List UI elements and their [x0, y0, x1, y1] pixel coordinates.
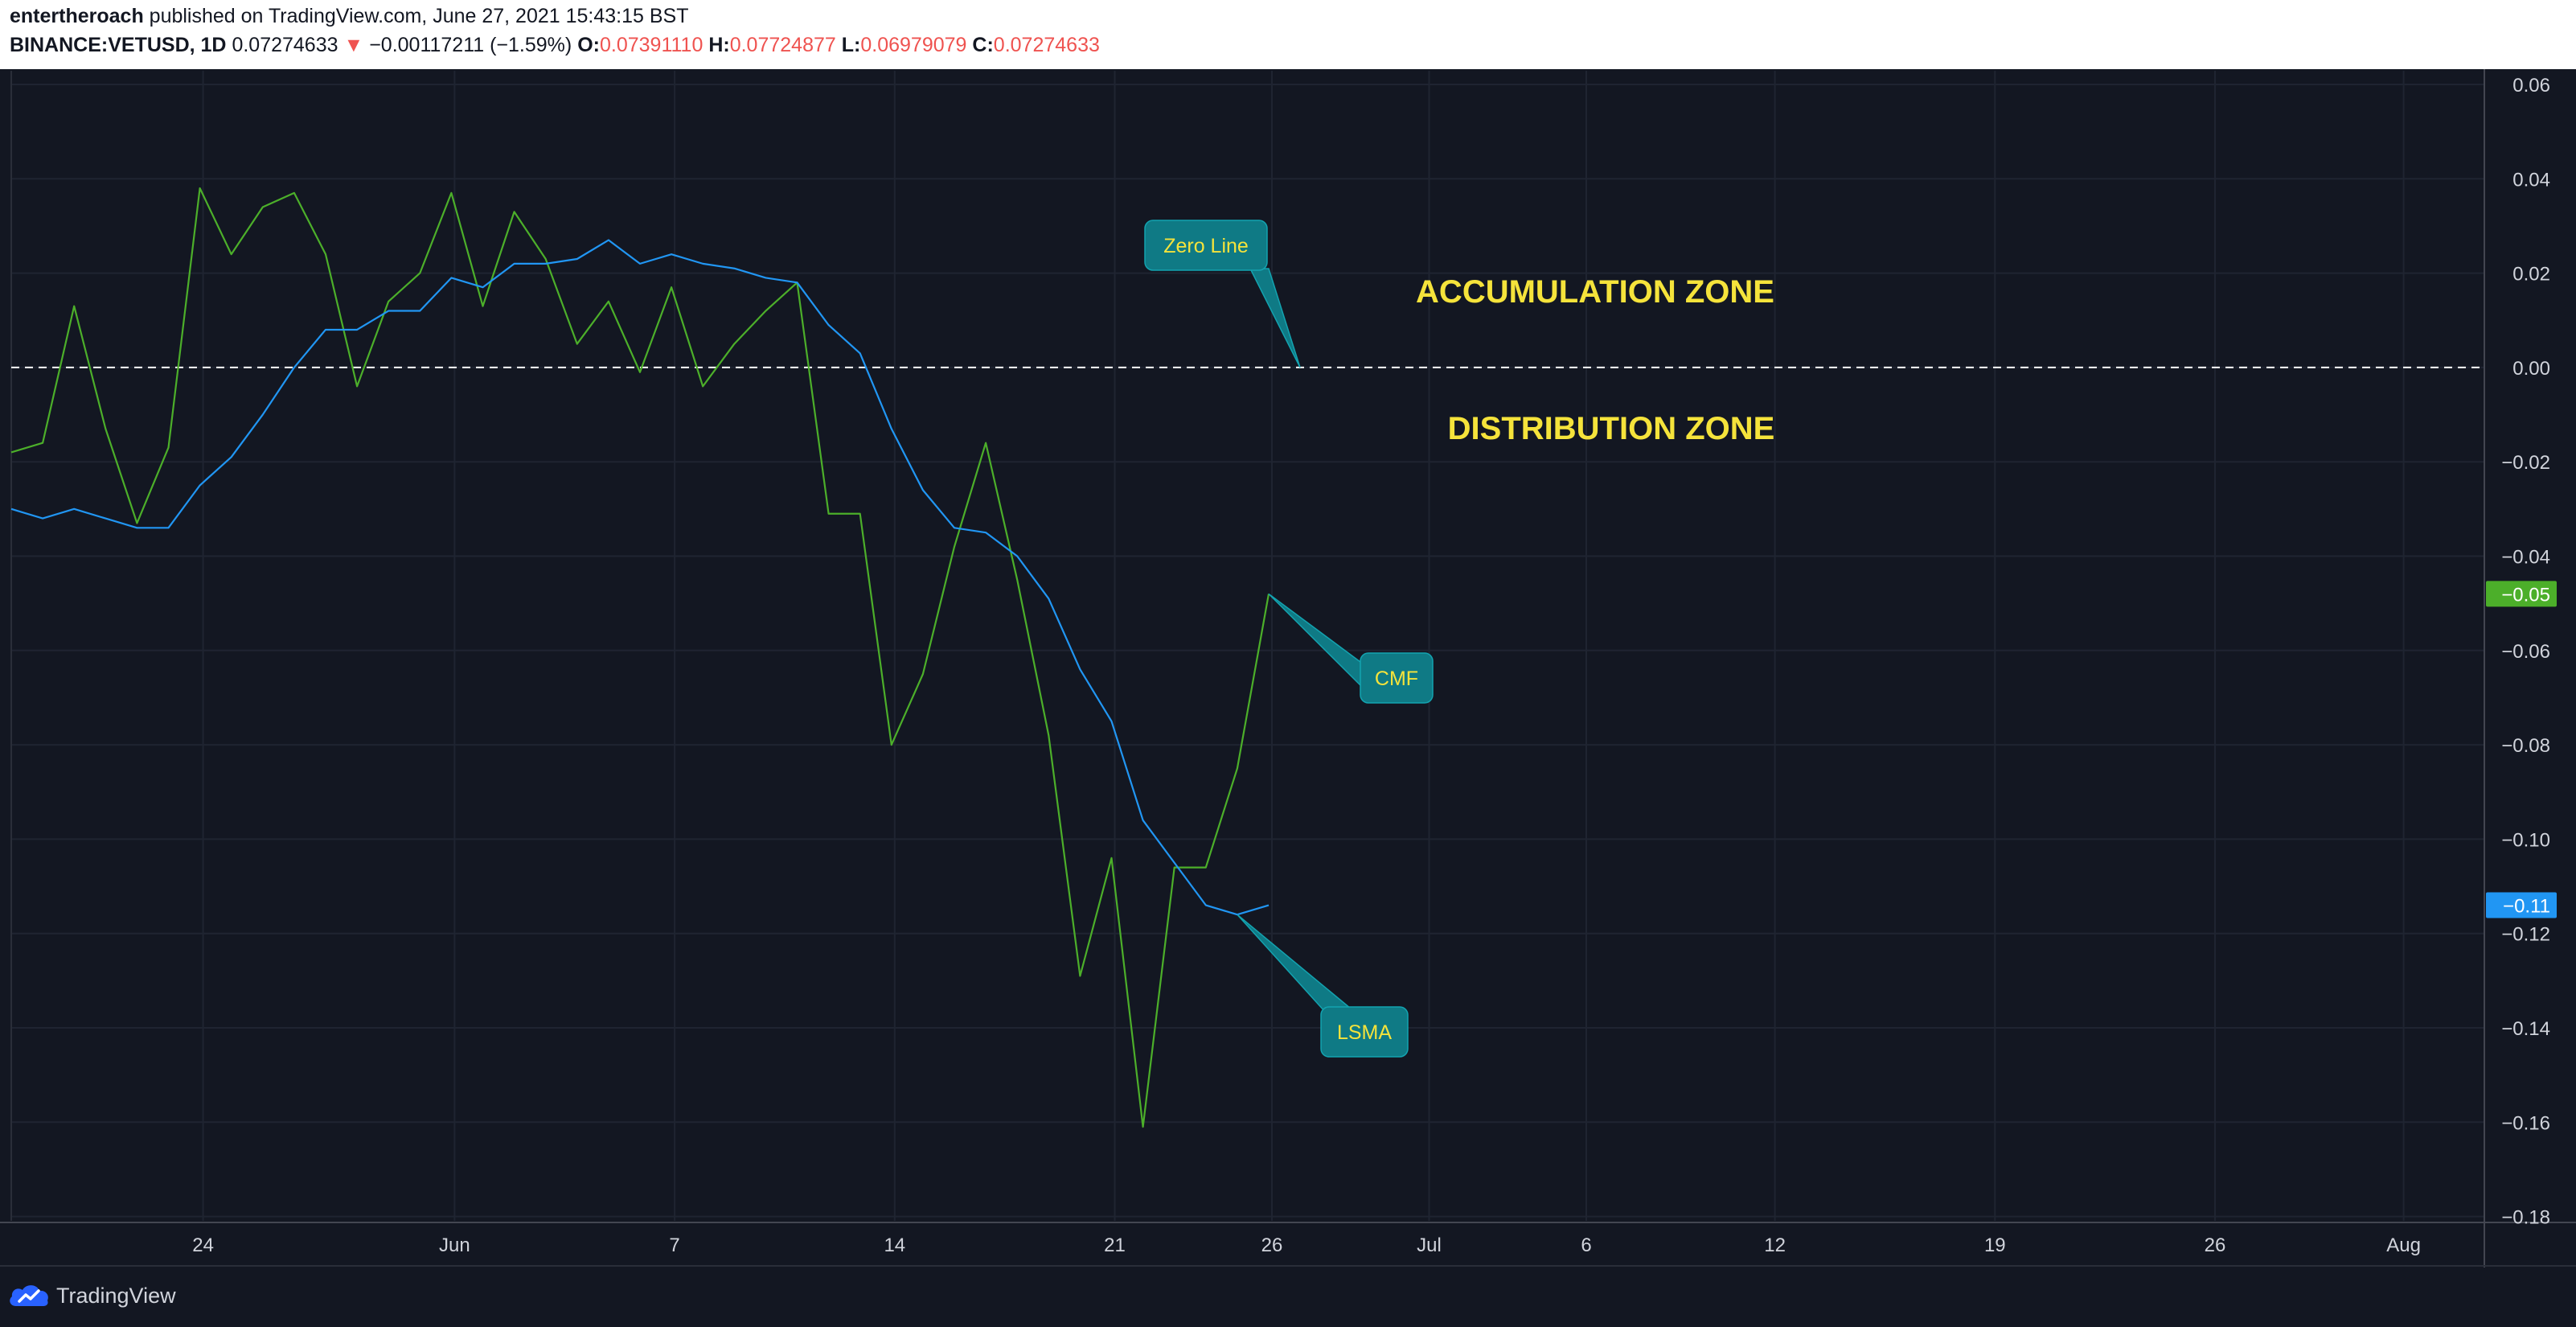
x-tick-label: 24	[192, 1235, 214, 1256]
lsma-callout[interactable]: LSMA	[1237, 914, 1409, 1058]
x-axis[interactable]: 24 Jun 7 14 21 26 Jul 6 12 19 26 Aug	[192, 1235, 2421, 1256]
y-tick-label: −0.18	[2501, 1207, 2550, 1229]
zero-line-callout-tail	[1249, 268, 1301, 368]
symbol-label[interactable]: BINANCE:VETUSD, 1D	[10, 34, 227, 56]
x-tick-label: 26	[1261, 1235, 1283, 1256]
price-change: −0.00117211 (−1.59%)	[369, 34, 572, 56]
close-value: 0.07274633	[993, 34, 1100, 56]
x-tick-label: 12	[1764, 1235, 1786, 1256]
y-tick-label: −0.06	[2501, 641, 2550, 663]
cmf-lsma-chart[interactable]: 0.06 0.04 0.02 0.00 −0.02 −0.04 −0.06 −0.08 −0.1…	[0, 69, 2576, 1267]
x-tick-label: 21	[1104, 1235, 1126, 1256]
series-line-cmf	[10, 187, 1270, 1128]
y-tick-label: 0.06	[2512, 75, 2550, 97]
x-tick-label: Jul	[1417, 1235, 1442, 1256]
last-value-label-cmf: −0.05	[2501, 584, 2550, 606]
cmf-callout-tail	[1268, 593, 1364, 690]
lsma-callout-tail	[1237, 914, 1352, 1013]
y-axis[interactable]: 0.06 0.04 0.02 0.00 −0.02 −0.04 −0.06 −0.08 −0.1…	[2486, 75, 2557, 1229]
x-tick-label: Jun	[439, 1235, 470, 1256]
y-tick-label: −0.14	[2501, 1018, 2550, 1040]
zero-line-callout-box	[1144, 220, 1268, 271]
down-arrow-icon: ▼	[343, 34, 364, 56]
y-tick-label: −0.08	[2501, 735, 2550, 757]
tradingview-cloud-icon	[10, 1285, 48, 1306]
last-value-label-lsma: −0.11	[2503, 896, 2550, 918]
series-layer	[10, 187, 1270, 1128]
y-tick-label: 0.04	[2512, 169, 2550, 191]
cmf-callout-text: CMF	[1375, 668, 1418, 690]
lsma-callout-text: LSMA	[1337, 1021, 1392, 1044]
open-label: O:	[577, 34, 600, 56]
x-tick-label: 7	[669, 1235, 679, 1256]
last-value-badge-lsma	[2486, 892, 2557, 918]
high-label: H:	[708, 34, 730, 56]
last-value-badge-cmf	[2486, 581, 2557, 607]
series-line-lsma	[10, 239, 1270, 916]
lsma-callout-box	[1320, 1006, 1409, 1058]
y-tick-label: −0.16	[2501, 1112, 2550, 1134]
tradingview-logo[interactable]: TradingView	[8, 1282, 176, 1309]
published-text: published on TradingView.com, June 27, 2…	[143, 5, 689, 27]
y-tick-label: −0.04	[2501, 547, 2550, 569]
axis-borders	[0, 69, 2576, 1267]
chart-pane[interactable]: 0.06 0.04 0.02 0.00 −0.02 −0.04 −0.06 −0.08 −0.1…	[0, 69, 2576, 1267]
close-label: C:	[972, 34, 994, 56]
high-value: 0.07724877	[729, 34, 836, 56]
x-tick-label: 26	[2205, 1235, 2226, 1256]
low-value: 0.06979079	[860, 34, 967, 56]
y-tick-label: −0.12	[2501, 924, 2550, 946]
tradingview-brand: TradingView	[56, 1283, 176, 1308]
grid-lines	[11, 71, 2484, 1221]
x-tick-label: 14	[884, 1235, 905, 1256]
y-tick-label: 0.02	[2512, 264, 2550, 286]
author-name[interactable]: entertheroach	[10, 5, 144, 27]
accumulation-zone-label: ACCUMULATION ZONE	[1416, 274, 1774, 310]
zero-line-callout[interactable]: Zero Line	[1144, 220, 1301, 368]
x-tick-label: Aug	[2386, 1235, 2421, 1256]
low-label: L:	[841, 34, 861, 56]
chart-footer: TradingView	[0, 1267, 2576, 1327]
ohlc-legend: BINANCE:VETUSD, 1D 0.07274633 ▼ −0.00117…	[10, 34, 1100, 57]
open-value: 0.07391110	[599, 34, 703, 56]
y-tick-label: 0.00	[2512, 358, 2550, 380]
last-price: 0.07274633	[232, 34, 338, 56]
cmf-callout-box	[1360, 652, 1434, 704]
y-tick-label: −0.02	[2501, 452, 2550, 474]
annotations-layer: ACCUMULATION ZONE DISTRIBUTION ZONE Zero L…	[1144, 220, 1775, 1058]
distribution-zone-label: DISTRIBUTION ZONE	[1448, 411, 1775, 446]
x-tick-label: 6	[1581, 1235, 1591, 1256]
chart-header: entertheroach published on TradingView.c…	[0, 0, 2576, 69]
publish-info: entertheroach published on TradingView.c…	[10, 5, 689, 28]
cmf-callout[interactable]: CMF	[1268, 593, 1434, 704]
y-tick-label: −0.10	[2501, 829, 2550, 851]
x-tick-label: 19	[1984, 1235, 2006, 1256]
zero-line-callout-text: Zero Line	[1163, 235, 1249, 257]
